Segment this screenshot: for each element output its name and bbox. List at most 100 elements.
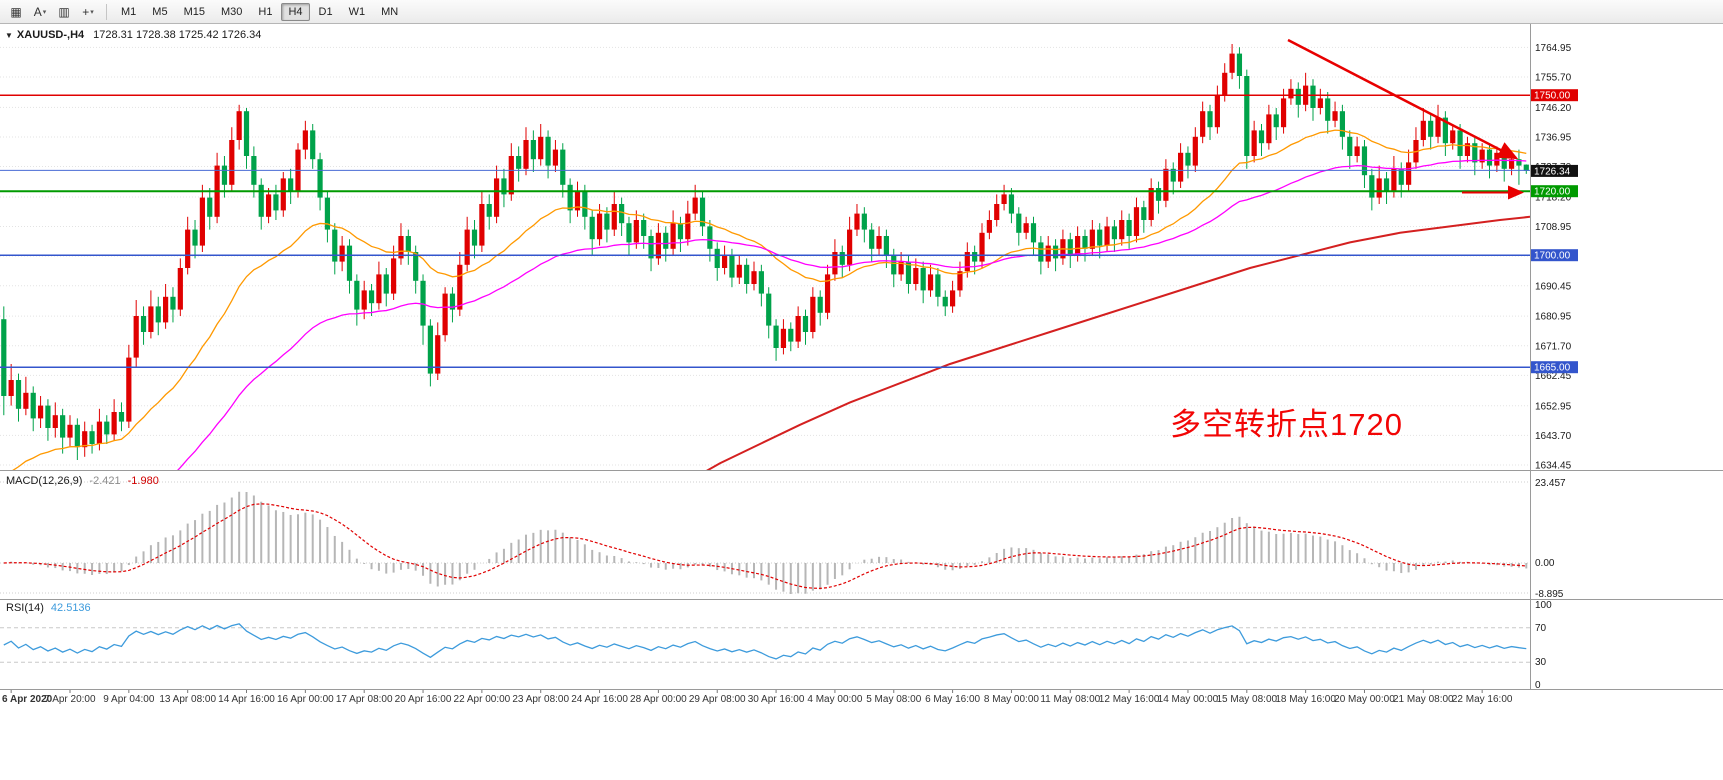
price-grid — [0, 46, 1530, 466]
chinese-annotation-text[interactable]: 多空转折点1720 — [1170, 407, 1403, 442]
time-label: 29 Apr 08:00 — [689, 694, 746, 705]
toolbar: ▦ A ▾ ▥ + ▾ M1 M5 M15 M30 H1 H4 D1 W1 MN — [0, 0, 1723, 24]
svg-text:1755.70: 1755.70 — [1535, 72, 1572, 83]
timeframe-m5[interactable]: M5 — [152, 5, 168, 18]
time-label: 17 Apr 08:00 — [336, 694, 393, 705]
cursor-tool-icon[interactable]: + ▾ — [82, 4, 94, 19]
time-label: 12 May 16:00 — [1099, 694, 1160, 705]
time-label: 23 Apr 08:00 — [512, 694, 569, 705]
time-label: 13 Apr 08:00 — [159, 694, 216, 705]
svg-text:70: 70 — [1535, 623, 1547, 634]
svg-text:1750.00: 1750.00 — [1534, 91, 1571, 102]
time-label: 15 May 08:00 — [1216, 694, 1277, 705]
time-label: 14 May 00:00 — [1158, 694, 1219, 705]
timeframe-m30[interactable]: M30 — [220, 5, 243, 18]
svg-text:1665.00: 1665.00 — [1534, 363, 1571, 374]
svg-text:1700.00: 1700.00 — [1534, 251, 1571, 262]
time-label: 16 Apr 00:00 — [277, 694, 334, 705]
macd-pane[interactable] — [0, 481, 1530, 594]
price-tag-1700 — [1531, 249, 1578, 262]
timeframe-m1[interactable]: M1 — [121, 5, 137, 18]
time-label: 5 May 08:00 — [866, 694, 921, 705]
macd-indicator-label: MACD(12,26,9) — [6, 475, 83, 487]
time-label: 6 Apr 2020 — [2, 694, 53, 705]
svg-text:1690.45: 1690.45 — [1535, 281, 1572, 292]
time-label: 30 Apr 16:00 — [748, 694, 805, 705]
toolbar-icons: ▦ A ▾ ▥ + ▾ — [4, 1, 100, 22]
ohlc-values: 1728.31 1728.38 1725.42 1726.34 — [93, 29, 262, 41]
svg-text:1720.00: 1720.00 — [1534, 187, 1571, 198]
price-tag-1665 — [1531, 361, 1578, 374]
timeframe-w1[interactable]: W1 — [348, 5, 366, 18]
rsi-line — [3, 623, 1527, 660]
ma-fast — [12, 129, 1527, 470]
chart-ohlc-readout: ▼ XAUUSD-,H4 1728.31 1728.38 1725.42 1726.… — [5, 29, 261, 41]
time-label: 7 Apr 20:00 — [44, 694, 96, 705]
svg-text:-8.895: -8.895 — [1535, 589, 1564, 600]
svg-text:0: 0 — [1535, 680, 1541, 691]
rsi-axis[interactable]: 100 70 30 0 — [1535, 600, 1552, 691]
price-tag-1720 — [1531, 185, 1578, 198]
svg-text:1671.70: 1671.70 — [1535, 341, 1572, 352]
time-label: 28 Apr 00:00 — [630, 694, 687, 705]
current-price-tag: 1726.34 — [1531, 164, 1578, 177]
time-label: 9 Apr 04:00 — [103, 694, 155, 705]
price-tag-1750 — [1531, 89, 1578, 102]
timeframe-d1[interactable]: D1 — [318, 5, 333, 18]
svg-text:1708.95: 1708.95 — [1535, 222, 1572, 233]
timeframe-h1[interactable]: H1 — [258, 5, 273, 18]
collapse-chart-icon[interactable]: ▼ — [5, 31, 13, 40]
timeframe-m15[interactable]: M15 — [183, 5, 205, 18]
time-label: 22 May 16:00 — [1452, 694, 1513, 705]
horizontal-lines[interactable]: 1750.00 1720.00 1700.00 1665.00 — [0, 89, 1578, 374]
time-label: 21 May 08:00 — [1393, 694, 1454, 705]
text-tool-icon[interactable]: A ▾ — [33, 4, 47, 19]
svg-text:23.457: 23.457 — [1535, 478, 1566, 489]
svg-text:1662.45: 1662.45 — [1535, 371, 1572, 382]
svg-text:1643.70: 1643.70 — [1535, 431, 1572, 442]
dropdown-caret-icon: ▾ — [90, 8, 94, 16]
timeframe-mn[interactable]: MN — [381, 5, 399, 18]
time-label: 24 Apr 16:00 — [571, 694, 628, 705]
macd-signal-line — [3, 503, 1527, 589]
time-label: 22 Apr 00:00 — [454, 694, 511, 705]
rsi-indicator-readout: RSI(14) 42.5136 — [6, 602, 91, 614]
svg-text:1746.20: 1746.20 — [1535, 103, 1572, 114]
chart-type-icon[interactable]: ▥ — [58, 4, 70, 19]
svg-text:0.00: 0.00 — [1535, 558, 1555, 569]
rsi-indicator-label: RSI(14) — [6, 602, 44, 614]
macd-axis[interactable]: 23.457 0.00 -8.895 — [1535, 478, 1566, 600]
rsi-value: 42.5136 — [50, 602, 91, 614]
svg-text:1652.95: 1652.95 — [1535, 401, 1572, 412]
time-label: 14 Apr 16:00 — [218, 694, 275, 705]
macd-indicator-readout: MACD(12,26,9) -2.421 -1.980 — [6, 475, 159, 487]
chart-window-icon[interactable]: ▦ — [10, 4, 22, 19]
toolbar-separator — [106, 3, 107, 20]
timeframe-h4[interactable]: H4 — [281, 2, 310, 21]
svg-text:1726.34: 1726.34 — [1534, 166, 1571, 177]
svg-text:1764.95: 1764.95 — [1535, 43, 1572, 54]
time-label: 11 May 08:00 — [1040, 694, 1100, 705]
time-label: 20 Apr 16:00 — [395, 694, 452, 705]
timeframe-buttons: M1 M5 M15 M30 H1 H4 D1 W1 MN — [113, 2, 406, 21]
macd-histogram — [10, 491, 1528, 594]
svg-text:100: 100 — [1535, 600, 1552, 611]
ma-slow — [706, 215, 1530, 470]
time-label: 20 May 00:00 — [1334, 694, 1395, 705]
candles — [1, 44, 1529, 460]
time-label: 4 May 00:00 — [807, 694, 862, 705]
rsi-pane[interactable] — [0, 623, 1530, 663]
svg-text:1736.95: 1736.95 — [1535, 132, 1572, 143]
macd-signal-value: -1.980 — [127, 475, 159, 487]
svg-text:1634.45: 1634.45 — [1535, 460, 1572, 471]
descending-trendline[interactable] — [1287, 38, 1519, 160]
svg-text:30: 30 — [1535, 657, 1547, 668]
svg-text:1718.20: 1718.20 — [1535, 192, 1572, 203]
time-label: 6 May 16:00 — [925, 694, 980, 705]
macd-main-value: -2.421 — [89, 475, 121, 487]
time-label: 18 May 16:00 — [1275, 694, 1336, 705]
dropdown-caret-icon: ▾ — [42, 8, 47, 16]
svg-text:1680.95: 1680.95 — [1535, 312, 1572, 323]
